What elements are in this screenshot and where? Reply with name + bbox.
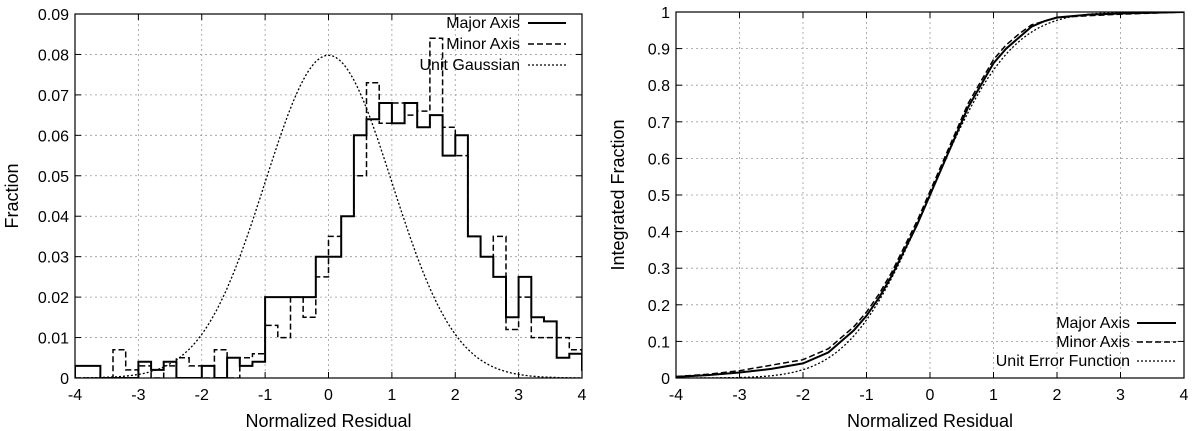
x-tick-label: 1 [989,387,998,404]
series-line-minor-axis [75,37,582,378]
legend-label: Minor Axis [446,36,520,53]
y-tick-label: 0.2 [648,298,670,315]
y-tick-label: 0.7 [648,115,670,132]
x-tick-label: -2 [796,387,810,404]
y-tick-label: 0.9 [648,42,670,59]
y-tick-label: 1 [661,5,670,22]
x-tick-label: 3 [514,387,523,404]
x-tick-label: -1 [859,387,873,404]
x-tick-label: 2 [451,387,460,404]
y-tick-label: 0.03 [38,250,69,267]
legend-label: Unit Gaussian [420,57,521,74]
legend-label: Major Axis [446,15,520,32]
y-tick-label: 0.1 [648,334,670,351]
y-tick-label: 0.08 [38,47,69,64]
x-tick-label: -4 [669,387,683,404]
y-tick-label: 0.05 [38,169,69,186]
legend-label: Major Axis [1056,315,1130,332]
y-tick-label: 0.6 [648,151,670,168]
legend-label: Minor Axis [1056,334,1130,351]
y-axis-label: Integrated Fraction [608,119,628,270]
x-tick-label: 0 [926,387,935,404]
x-tick-label: 2 [1053,387,1062,404]
legend-label: Unit Error Function [996,353,1130,370]
y-axis-label: Fraction [2,163,22,228]
x-tick-label: -3 [732,387,746,404]
y-tick-label: 0.09 [38,7,69,24]
x-tick-label: -1 [258,387,272,404]
y-tick-label: 0.04 [38,209,69,226]
right-cumulative-plot: -4 -3 -2 -1 0 1 2 3 4 0 0.1 0.2 0.3 0.4 0.5 0.6 0.7 0.8 0.… [608,5,1189,431]
series-line-unit-error-function [676,12,1184,378]
y-tick-label: 0.06 [38,128,69,145]
y-tick-label: 0.8 [648,78,670,95]
x-tick-label: 4 [578,387,587,404]
left-histogram-plot: -4 -3 -2 -1 0 1 2 3 4 0 0.01 0.02 0.03 0.04 0.05 0.06 0.… [2,7,587,431]
x-tick-label: -4 [68,387,82,404]
series-line-major-axis [75,102,582,378]
y-tick-label: 0.07 [38,88,69,105]
y-tick-label: 0 [60,371,69,388]
series-line-minor-axis [676,12,1184,378]
y-tick-label: 0.01 [38,331,69,348]
x-tick-label: -3 [131,387,145,404]
y-tick-label: 0.5 [648,188,670,205]
y-tick-label: 0.4 [648,225,670,242]
x-tick-label: 1 [387,387,396,404]
series-line-unit-gaussian [75,54,582,378]
x-tick-label: 0 [324,387,333,404]
x-tick-label: 3 [1116,387,1125,404]
y-tick-label: 0.02 [38,290,69,307]
x-axis-label: Normalized Residual [847,411,1013,431]
x-axis-label: Normalized Residual [245,411,411,431]
y-tick-label: 0.3 [648,261,670,278]
y-tick-label: 0 [661,371,670,388]
x-tick-label: 4 [1180,387,1189,404]
x-tick-label: -2 [195,387,209,404]
